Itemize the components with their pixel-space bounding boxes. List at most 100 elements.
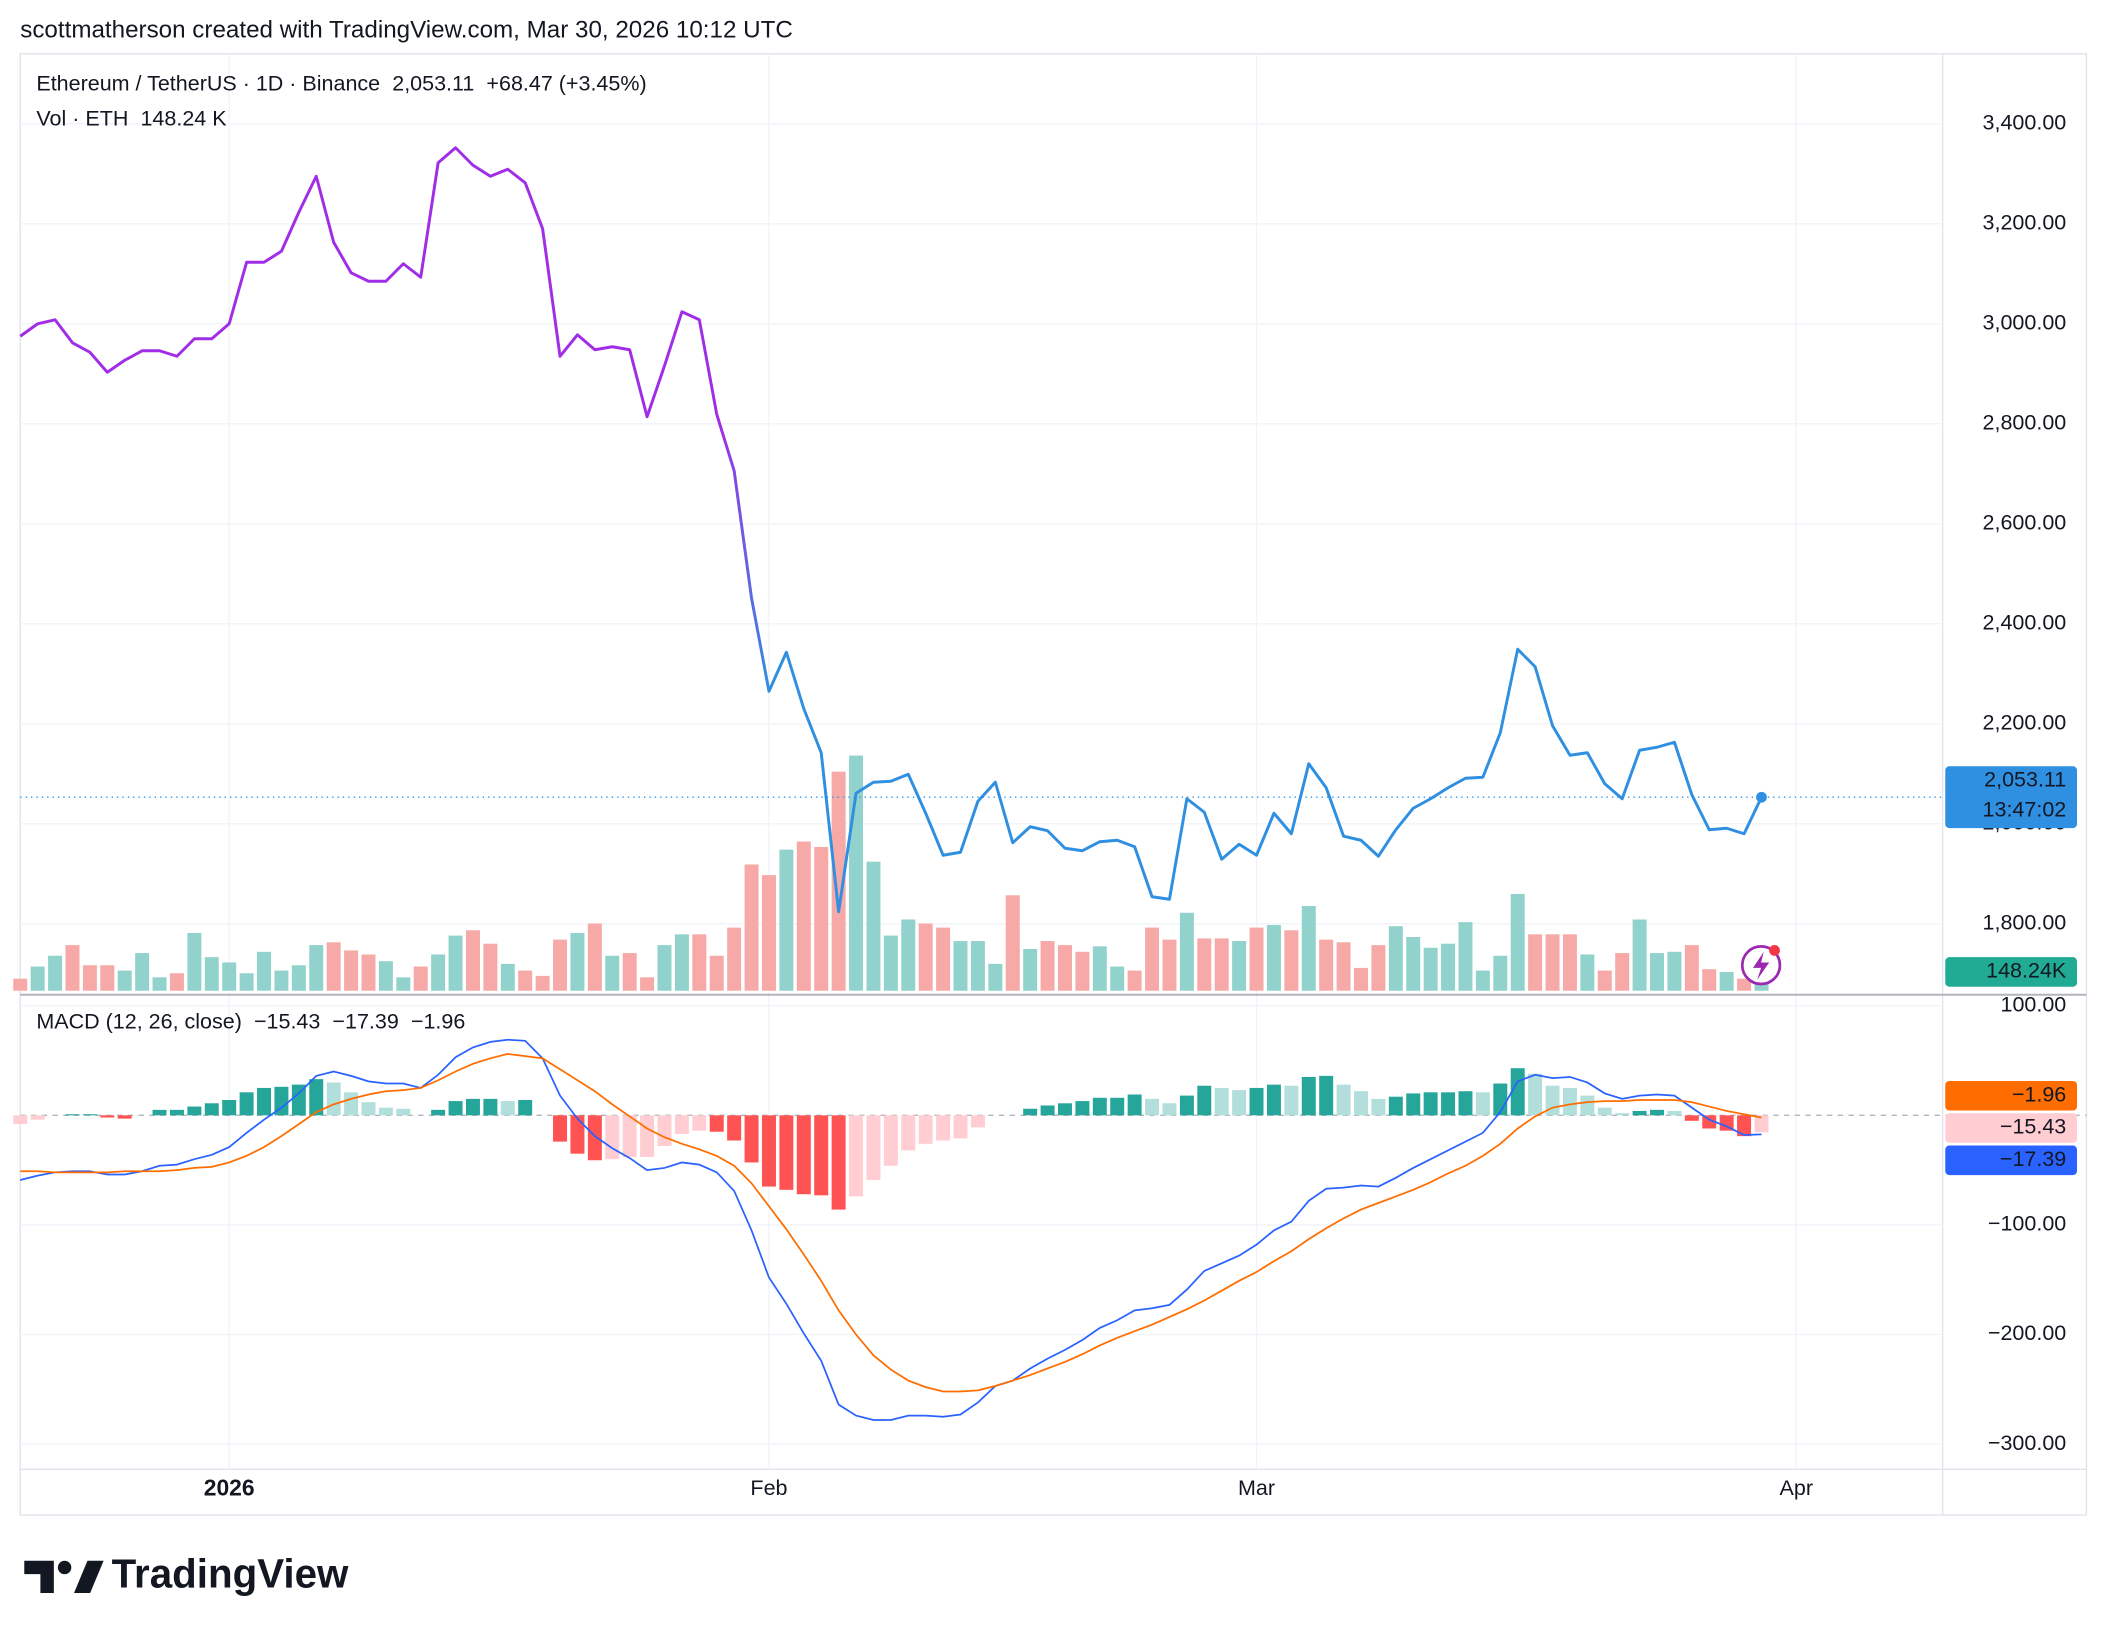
- histogram-label: −15.43: [2000, 1115, 2066, 1139]
- labels-layer: 1,800.002,000.002,200.002,400.002,600.00…: [36, 71, 2078, 1501]
- histogram-bar: [1162, 1103, 1177, 1116]
- volume-bar: [483, 943, 498, 991]
- volume-bar: [1406, 936, 1421, 991]
- volume-bar: [761, 875, 776, 991]
- price-label: 2,053.11: [1984, 768, 2066, 792]
- price-box: [1945, 766, 2078, 829]
- volume-bar: [448, 935, 463, 991]
- volume-bar: [378, 961, 393, 991]
- volume-bar: [657, 945, 672, 991]
- price-layer: [19, 146, 1943, 914]
- volume-bar: [117, 970, 132, 991]
- volume-bar: [1354, 967, 1368, 991]
- volume-layer: [13, 755, 1769, 991]
- histogram-bar: [1110, 1097, 1125, 1116]
- volume-bar: [918, 923, 933, 991]
- histogram-bar: [622, 1115, 637, 1157]
- histogram-bar: [1075, 1101, 1090, 1116]
- y-tick-label: 1,800.00: [1983, 910, 2067, 934]
- alert-icon[interactable]: [1740, 945, 1782, 986]
- histogram-bar: [187, 1106, 202, 1116]
- macd-label: −17.39: [2000, 1147, 2066, 1171]
- volume-box: [1945, 957, 2078, 987]
- volume-bar: [1702, 969, 1717, 991]
- volume-bar: [13, 978, 28, 991]
- histogram-bar: [640, 1115, 655, 1157]
- histogram-bar: [1249, 1087, 1264, 1116]
- histogram-bar: [796, 1115, 811, 1195]
- volume-title: Vol · ETH: [36, 106, 128, 130]
- volume-bar: [65, 945, 80, 991]
- histogram-bar: [1371, 1098, 1386, 1116]
- histogram-bar: [849, 1115, 864, 1197]
- histogram-bar: [883, 1115, 898, 1166]
- histogram-bar: [1354, 1091, 1368, 1116]
- histogram-bar: [1145, 1098, 1160, 1116]
- volume-bar: [1684, 945, 1699, 991]
- volume-bar: [640, 977, 655, 991]
- histogram-bar: [918, 1115, 933, 1144]
- volume-bar: [570, 932, 585, 991]
- volume-bar: [465, 930, 480, 991]
- volume-bar: [413, 966, 428, 991]
- y-tick-label: 3,200.00: [1983, 210, 2067, 234]
- macd-layer: [13, 1038, 2087, 1421]
- header-signal: −1.96: [411, 1010, 465, 1034]
- volume-label: 148.24K: [1986, 959, 2067, 983]
- histogram-bar: [605, 1115, 620, 1160]
- volume-bar: [883, 935, 898, 991]
- histogram-bar: [396, 1108, 411, 1116]
- volume-bar: [779, 849, 794, 991]
- histogram-bar: [657, 1115, 672, 1147]
- volume-bar: [1371, 945, 1386, 991]
- symbol-title: Ethereum / TetherUS · 1D · Binance: [36, 71, 380, 95]
- grid: [20, 53, 1943, 1470]
- histogram-bar: [518, 1099, 533, 1116]
- histogram-bar: [326, 1082, 341, 1116]
- histogram-bar: [553, 1115, 568, 1142]
- volume-bar: [239, 973, 254, 991]
- volume-bar: [396, 977, 411, 991]
- histogram-bar: [1737, 1115, 1752, 1137]
- alert-bolt: [1753, 951, 1770, 980]
- volume-bar: [605, 955, 620, 991]
- volume-bar: [152, 977, 167, 991]
- histogram-bar: [1615, 1113, 1630, 1116]
- histogram-bar: [692, 1115, 707, 1131]
- histogram-bar: [814, 1115, 829, 1196]
- price-line: [19, 146, 1763, 914]
- histogram-bar: [30, 1115, 45, 1120]
- volume-bar: [48, 955, 63, 991]
- histogram-bar: [117, 1115, 132, 1119]
- volume-bar: [135, 953, 150, 991]
- histogram-bar: [65, 1114, 80, 1116]
- volume-bar: [257, 951, 272, 991]
- volume-bar: [1127, 970, 1142, 991]
- histogram-bar: [500, 1101, 515, 1116]
- volume-bar: [1388, 926, 1403, 991]
- histogram-bar: [1301, 1076, 1316, 1116]
- volume-bar: [1632, 919, 1647, 991]
- volume-bar: [1475, 970, 1490, 991]
- histogram-bar: [1441, 1092, 1456, 1116]
- y-tick-label: −300.00: [1988, 1431, 2066, 1455]
- volume-bar: [1075, 951, 1090, 991]
- histogram-bar: [1510, 1068, 1525, 1116]
- histogram-bar: [100, 1115, 115, 1118]
- volume-bar: [1423, 947, 1438, 991]
- caption: scottmatherson created with TradingView.…: [20, 16, 793, 43]
- macd-title: MACD (12, 26, close): [36, 1010, 242, 1034]
- volume-bar: [1145, 927, 1160, 991]
- header-price: 2,053.11: [392, 71, 474, 95]
- histogram-bar: [1580, 1095, 1595, 1116]
- frame: [19, 53, 2088, 1516]
- histogram-bar: [1597, 1107, 1612, 1116]
- volume-bar: [344, 950, 359, 991]
- x-tick-label: Apr: [1780, 1476, 1813, 1500]
- last-price-dot: [1756, 791, 1767, 803]
- x-tick-label: 2026: [204, 1475, 255, 1501]
- volume-bar: [326, 942, 341, 991]
- macd-box: [1945, 1145, 2078, 1176]
- histogram-bar: [1092, 1097, 1107, 1116]
